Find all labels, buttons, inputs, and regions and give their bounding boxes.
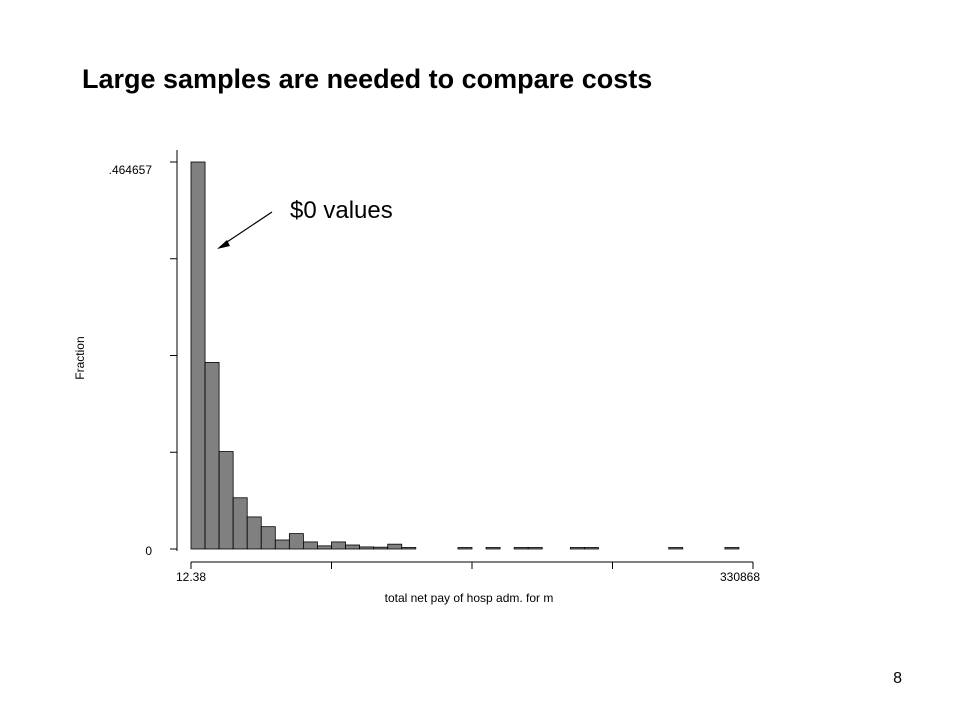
- histogram-bar: [260, 526, 276, 550]
- histogram-bar: [569, 547, 585, 550]
- histogram-bar: [513, 547, 529, 550]
- histogram-bar: [668, 547, 684, 550]
- y-tick-label-max: .464657: [109, 163, 153, 177]
- histogram-bar: [246, 516, 262, 550]
- histogram-bar: [457, 547, 473, 550]
- x-axis-title: total net pay of hosp adm. for m: [385, 591, 554, 605]
- histogram-bar: [204, 362, 220, 550]
- y-axis-ticks: [170, 161, 177, 550]
- histogram-bar: [317, 545, 332, 550]
- histogram-bar: [274, 539, 290, 550]
- histogram-bar: [359, 546, 375, 550]
- x-tick-label-max: 330868: [720, 570, 760, 584]
- page-number: 8: [893, 670, 902, 687]
- histogram-bar: [724, 547, 740, 550]
- histogram-bar: [401, 547, 417, 550]
- histogram-bar: [387, 543, 403, 550]
- histogram-bar: [302, 541, 318, 550]
- histogram-bar: [345, 544, 360, 550]
- histogram-bar: [190, 161, 206, 550]
- histogram-bar: [584, 547, 599, 550]
- histogram-bar: [331, 541, 346, 550]
- histogram-bar: [288, 533, 304, 550]
- histogram-bar: [373, 546, 389, 550]
- histogram-bar: [232, 497, 248, 550]
- x-axis-ticks: [190, 562, 754, 569]
- zero-values-annotation: $0 values: [290, 197, 393, 224]
- y-tick-label-zero: 0: [145, 544, 152, 558]
- y-axis-title: Fraction: [73, 336, 87, 379]
- histogram-bar: [527, 547, 543, 550]
- annotation-arrow: [217, 211, 273, 249]
- histogram-bar: [218, 451, 234, 550]
- histogram-bar: [485, 547, 501, 550]
- x-tick-label-min: 12.38: [176, 570, 206, 584]
- slide-title: Large samples are needed to compare cost…: [82, 64, 653, 94]
- histogram-bars: [190, 161, 740, 550]
